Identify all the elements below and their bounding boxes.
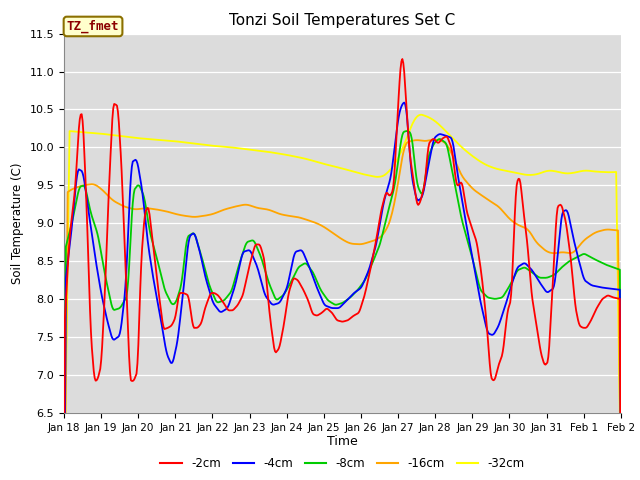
Text: TZ_fmet: TZ_fmet <box>67 20 119 33</box>
Legend: -2cm, -4cm, -8cm, -16cm, -32cm: -2cm, -4cm, -8cm, -16cm, -32cm <box>156 453 529 475</box>
Y-axis label: Soil Temperature (C): Soil Temperature (C) <box>11 162 24 284</box>
Title: Tonzi Soil Temperatures Set C: Tonzi Soil Temperatures Set C <box>229 13 456 28</box>
X-axis label: Time: Time <box>327 435 358 448</box>
